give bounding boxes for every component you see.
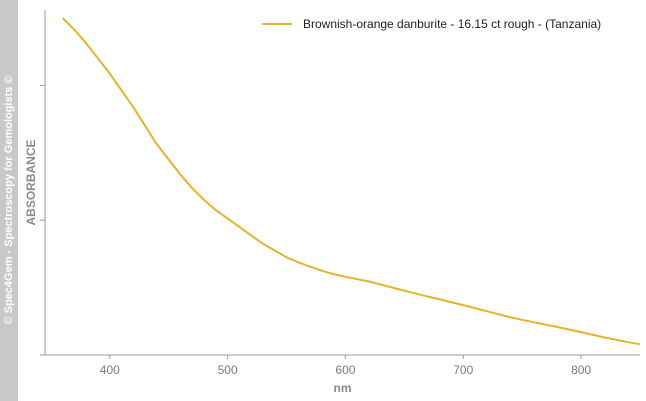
x-tick-label: 600 <box>335 363 355 377</box>
x-ticks: 400 500 600 700 800 <box>100 355 591 377</box>
x-tick-label: 700 <box>453 363 473 377</box>
x-tick-label: 500 <box>218 363 238 377</box>
series-line-0 <box>61 17 641 346</box>
x-tick-label: 800 <box>571 363 591 377</box>
x-axis-title: nm <box>334 381 352 395</box>
watermark-sidebar: © Spec4Gem - Spectroscopy for Gemologist… <box>0 0 18 401</box>
series-group <box>61 17 641 346</box>
y-ticks <box>40 84 45 356</box>
axes <box>44 10 640 356</box>
legend-label: Brownish-orange danburite - 16.15 ct rou… <box>303 17 601 31</box>
x-tick-label: 400 <box>100 363 120 377</box>
legend: Brownish-orange danburite - 16.15 ct rou… <box>262 17 601 31</box>
y-axis-title: ABSORBANCE <box>24 139 38 225</box>
